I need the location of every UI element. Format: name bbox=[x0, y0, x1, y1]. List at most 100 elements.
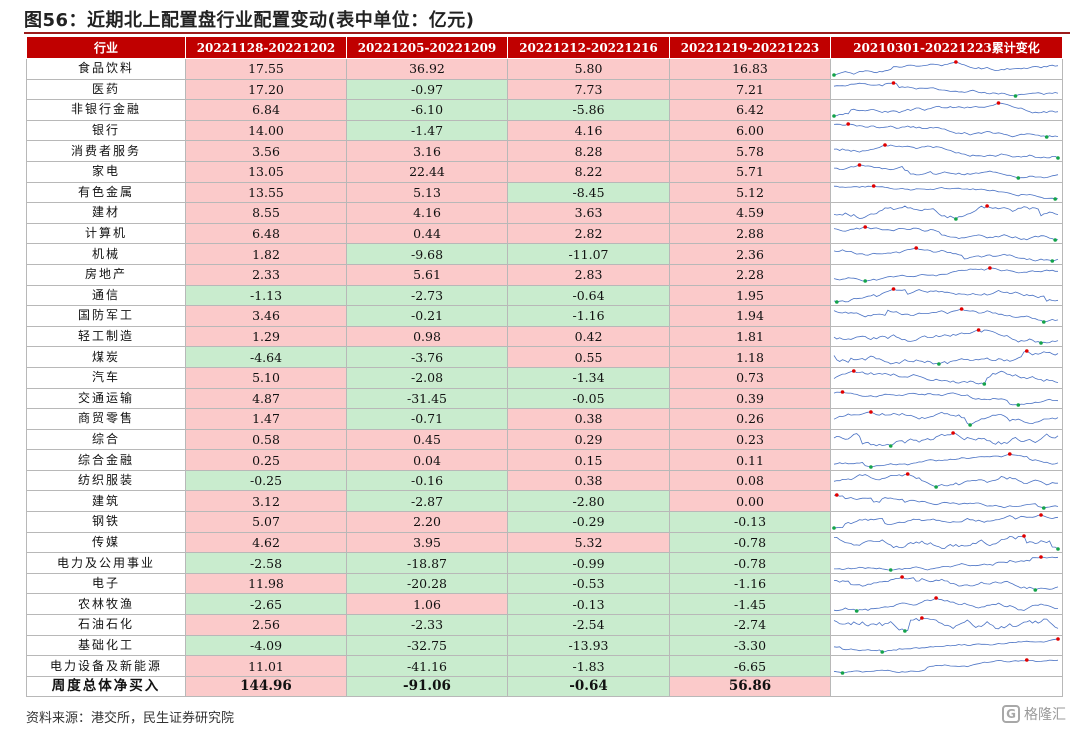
value-cell: -1.47 bbox=[346, 119, 508, 142]
table-row: 综合金融 0.25 0.04 0.15 0.11 bbox=[26, 449, 1063, 471]
industry-name: 农林牧渔 bbox=[26, 593, 186, 616]
value-cell: 8.28 bbox=[507, 140, 670, 162]
cumulative-sparkline-cell bbox=[830, 140, 1063, 162]
table-row: 房地产 2.33 5.61 2.83 2.28 bbox=[26, 263, 1063, 286]
sparkline-min-point bbox=[1053, 197, 1057, 201]
value-cell: 0.39 bbox=[669, 387, 831, 410]
sparkline-min-point bbox=[863, 279, 867, 284]
cumulative-sparkline-cell bbox=[830, 572, 1063, 595]
value-cell: 3.16 bbox=[346, 140, 508, 162]
sparkline-line bbox=[833, 226, 1059, 241]
value-cell: 5.61 bbox=[346, 263, 508, 286]
cumulative-sparkline-cell bbox=[830, 387, 1063, 410]
value-cell: 11.01 bbox=[185, 655, 347, 677]
sparkline-line bbox=[833, 205, 1059, 220]
sparkline-min-point bbox=[854, 608, 859, 613]
sparkline-chart bbox=[834, 554, 1059, 572]
table-header-row: 行业 20221128-20221202 20221205-20221209 2… bbox=[26, 36, 1063, 59]
value-cell: 16.83 bbox=[669, 58, 831, 80]
industry-name: 综合 bbox=[26, 428, 186, 451]
table-row: 煤炭 -4.64 -3.76 0.55 1.18 bbox=[26, 346, 1063, 368]
header-week-3: 20221212-20221216 bbox=[507, 36, 670, 59]
value-cell: 2.56 bbox=[185, 614, 347, 636]
sparkline-line bbox=[833, 61, 1059, 76]
sparkline-line bbox=[833, 514, 1059, 529]
value-cell: 6.48 bbox=[185, 222, 347, 245]
value-cell: -2.08 bbox=[346, 366, 508, 389]
value-cell: -4.09 bbox=[185, 634, 347, 657]
value-cell: 0.45 bbox=[346, 428, 508, 451]
sparkline-line bbox=[833, 391, 1059, 406]
industry-name: 家电 bbox=[26, 160, 186, 183]
value-cell: 2.28 bbox=[669, 263, 831, 286]
value-cell: 4.59 bbox=[669, 202, 831, 224]
value-cell: 17.55 bbox=[185, 58, 347, 80]
table-row: 食品饮料 17.55 36.92 5.80 16.83 bbox=[26, 58, 1063, 80]
value-cell: 4.16 bbox=[507, 119, 670, 142]
table-row: 电力及公用事业 -2.58 -18.87 -0.99 -0.78 bbox=[26, 552, 1063, 574]
sparkline-min-point bbox=[840, 670, 845, 675]
value-cell: 2.33 bbox=[185, 263, 347, 286]
value-cell: 6.42 bbox=[669, 99, 831, 121]
value-cell: 5.13 bbox=[346, 181, 508, 204]
value-cell: -0.16 bbox=[346, 469, 508, 492]
table-row: 综合 0.58 0.45 0.29 0.23 bbox=[26, 428, 1063, 451]
cumulative-sparkline-cell bbox=[830, 58, 1063, 80]
cumulative-sparkline-cell bbox=[830, 243, 1063, 265]
industry-name: 轻工制造 bbox=[26, 325, 186, 348]
value-cell: 1.82 bbox=[185, 243, 347, 265]
industry-name: 商贸零售 bbox=[26, 408, 186, 430]
sparkline-max-point bbox=[959, 307, 964, 312]
industry-name: 电力设备及新能源 bbox=[26, 655, 186, 677]
sparkline-chart bbox=[833, 431, 1059, 448]
value-cell: -1.16 bbox=[507, 305, 670, 327]
sparkline-max-point bbox=[1039, 554, 1043, 559]
sparkline-max-point bbox=[891, 81, 896, 85]
industry-name: 有色金属 bbox=[26, 181, 186, 204]
industry-name: 综合金融 bbox=[26, 449, 186, 471]
sparkline-chart bbox=[833, 616, 1059, 634]
industry-name: 食品饮料 bbox=[26, 58, 186, 80]
sparkline-chart bbox=[833, 122, 1059, 139]
value-cell: -2.74 bbox=[669, 614, 831, 636]
sparkline-max-point bbox=[951, 431, 955, 435]
value-cell: 1.94 bbox=[669, 305, 831, 327]
value-cell: 3.63 bbox=[507, 202, 670, 224]
value-cell: 1.47 bbox=[185, 408, 347, 430]
sparkline-max-point bbox=[920, 616, 924, 621]
sparkline-chart bbox=[833, 204, 1059, 222]
sparkline-max-point bbox=[835, 492, 839, 497]
value-cell: -0.53 bbox=[507, 572, 670, 595]
sparkline-min-point bbox=[1033, 588, 1038, 592]
value-cell: -20.28 bbox=[346, 572, 508, 595]
value-cell: 144.96 bbox=[185, 675, 347, 698]
table-row: 医药 17.20 -0.97 7.73 7.21 bbox=[26, 78, 1063, 101]
table-row: 汽车 5.10 -2.08 -1.34 0.73 bbox=[26, 366, 1063, 389]
value-cell: -0.97 bbox=[346, 78, 508, 101]
cumulative-sparkline-cell bbox=[830, 593, 1063, 616]
value-cell: -2.65 bbox=[185, 593, 347, 616]
cumulative-sparkline-cell bbox=[830, 655, 1063, 677]
header-cumulative: 20210301-20221223累计变化 bbox=[830, 36, 1063, 59]
table-row: 纺织服装 -0.25 -0.16 0.38 0.08 bbox=[26, 469, 1063, 492]
value-cell: -2.58 bbox=[185, 552, 347, 574]
industry-allocation-table: 行业 20221128-20221202 20221205-20221209 2… bbox=[26, 36, 1063, 698]
sparkline-line bbox=[833, 329, 1059, 344]
value-cell: 0.42 bbox=[507, 325, 670, 348]
cumulative-sparkline-cell bbox=[830, 366, 1063, 389]
table-row: 钢铁 5.07 2.20 -0.29 -0.13 bbox=[26, 511, 1063, 533]
sparkline-line bbox=[833, 617, 1059, 632]
value-cell: -1.16 bbox=[669, 572, 831, 595]
sparkline-chart bbox=[833, 595, 1059, 613]
sparkline-min-point bbox=[1042, 505, 1046, 510]
sparkline-max-point bbox=[883, 142, 887, 147]
value-cell: -91.06 bbox=[346, 675, 508, 698]
sparkline-line bbox=[833, 103, 1059, 117]
value-cell: 0.23 bbox=[669, 428, 831, 451]
value-cell: 0.25 bbox=[185, 449, 347, 471]
sparkline-min-point bbox=[880, 650, 884, 654]
sparkline-max-point bbox=[869, 410, 873, 415]
header-week-4: 20221219-20221223 bbox=[669, 36, 831, 59]
value-cell: -0.13 bbox=[507, 593, 670, 616]
value-cell: -0.21 bbox=[346, 305, 508, 327]
